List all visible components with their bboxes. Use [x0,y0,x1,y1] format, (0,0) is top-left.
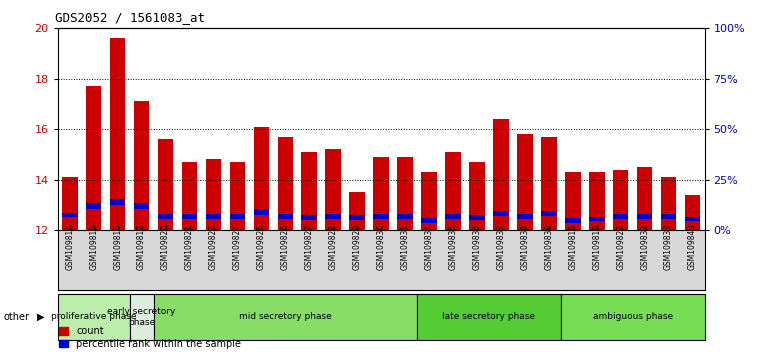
Bar [541,211,557,216]
Bar [86,203,102,209]
Bar [685,195,701,230]
Bar [421,172,437,230]
Text: ▶: ▶ [37,312,45,322]
Bar [253,210,270,215]
Bar [397,214,413,219]
Bar [206,160,221,230]
Bar [302,216,317,220]
Bar [469,162,485,230]
Bar [350,192,365,230]
Bar [62,213,78,217]
Text: GDS2052 / 1561083_at: GDS2052 / 1561083_at [55,11,205,24]
Bar [493,211,509,216]
Bar [58,294,129,340]
Bar [421,218,437,223]
Bar [493,119,509,230]
Bar [613,170,628,230]
Bar [153,294,417,340]
Bar [110,38,126,230]
Text: other: other [4,312,30,322]
Bar [158,139,173,230]
Bar [613,214,628,219]
Bar [86,86,102,230]
Bar [326,214,341,219]
Bar [158,214,173,219]
Bar [182,214,197,219]
Bar [637,214,652,219]
Bar [134,102,149,230]
Text: proliferative phase: proliferative phase [51,312,136,321]
Bar [661,177,676,230]
Text: late secretory phase: late secretory phase [443,312,535,321]
Bar [302,152,317,230]
Bar [229,162,245,230]
Bar [445,214,460,219]
Bar [561,294,705,340]
Text: ambiguous phase: ambiguous phase [593,312,673,321]
Bar [589,217,604,221]
Bar [445,152,460,230]
Text: early secretory
phase: early secretory phase [107,307,176,326]
Bar [541,137,557,230]
Bar [277,137,293,230]
Bar [373,157,389,230]
Bar [62,177,78,230]
Bar [253,127,270,230]
Bar [417,294,561,340]
Bar [129,294,153,340]
Text: mid secretory phase: mid secretory phase [239,312,332,321]
Bar [397,157,413,230]
Bar [517,134,533,230]
Legend: count, percentile rank within the sample: count, percentile rank within the sample [59,326,241,349]
Bar [134,203,149,209]
Bar [589,172,604,230]
Bar [685,217,701,221]
Bar [517,214,533,219]
Bar [661,214,676,219]
Bar [110,199,126,205]
Bar [182,162,197,230]
Bar [350,216,365,220]
Bar [565,172,581,230]
Bar [206,214,221,219]
Bar [229,214,245,219]
Bar [326,149,341,230]
Bar [373,214,389,219]
Bar [565,218,581,223]
Bar [637,167,652,230]
Bar [277,214,293,219]
Bar [469,216,485,220]
